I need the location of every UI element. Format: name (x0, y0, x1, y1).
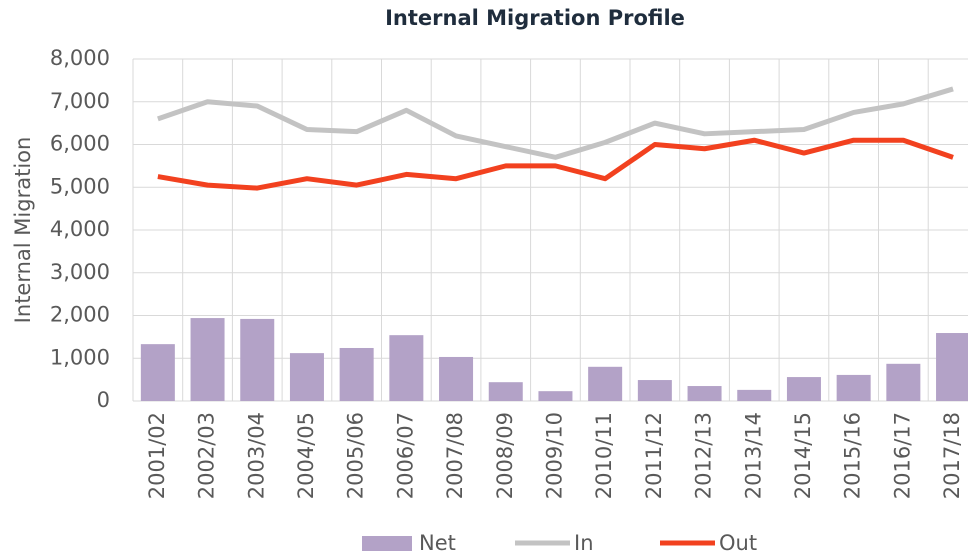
bar (886, 363, 921, 401)
bar (339, 347, 374, 401)
x-tick-label: 2013/14 (741, 412, 765, 499)
chart-title: Internal Migration Profile (385, 6, 685, 30)
y-tick-label: 7,000 (50, 89, 110, 113)
bar (538, 391, 573, 401)
bar (389, 335, 424, 401)
bar (836, 374, 871, 401)
bar (190, 318, 225, 401)
x-tick-label: 2003/04 (244, 412, 268, 499)
x-tick-label: 2017/18 (940, 412, 964, 499)
y-tick-label: 6,000 (50, 132, 110, 156)
bar (140, 344, 175, 401)
bar (439, 356, 474, 401)
legend-label: Net (419, 531, 456, 555)
x-tick-label: 2004/05 (294, 412, 318, 499)
x-tick-label: 2010/11 (592, 412, 616, 499)
bar (637, 380, 672, 401)
bar (786, 377, 821, 401)
x-tick-label: 2007/08 (443, 412, 467, 499)
x-tick-label: 2002/03 (195, 412, 219, 499)
x-tick-label: 2008/09 (493, 412, 517, 499)
x-tick-label: 2009/10 (542, 412, 566, 499)
x-tick-label: 2005/06 (344, 412, 368, 499)
x-tick-label: 2011/12 (642, 412, 666, 499)
y-tick-label: 1,000 (50, 345, 110, 369)
y-tick-label: 4,000 (50, 217, 110, 241)
line (157, 86, 954, 160)
x-tick-label: 2012/13 (692, 412, 716, 499)
x-tick-label: 2006/07 (393, 412, 417, 499)
y-axis-label: Internal Migration (11, 137, 35, 324)
bar (240, 318, 275, 401)
bar (936, 333, 968, 401)
x-tick-label: 2014/15 (791, 412, 815, 499)
x-tick-label: 2015/16 (841, 412, 865, 499)
bar (737, 389, 772, 401)
bar (687, 386, 722, 401)
x-tick-label: 2001/02 (145, 412, 169, 499)
legend-swatch (362, 536, 412, 551)
legend-label: Out (719, 531, 757, 555)
y-tick-label: 3,000 (50, 260, 110, 284)
y-tick-label: 8,000 (50, 46, 110, 70)
x-tick-label: 2016/17 (890, 412, 914, 499)
y-tick-label: 0 (97, 388, 110, 412)
bar (588, 366, 623, 401)
bar (289, 353, 324, 401)
legend-label: In (574, 531, 594, 555)
y-tick-label: 2,000 (50, 303, 110, 327)
y-tick-label: 5,000 (50, 174, 110, 198)
line (157, 137, 954, 191)
bar (488, 382, 523, 401)
